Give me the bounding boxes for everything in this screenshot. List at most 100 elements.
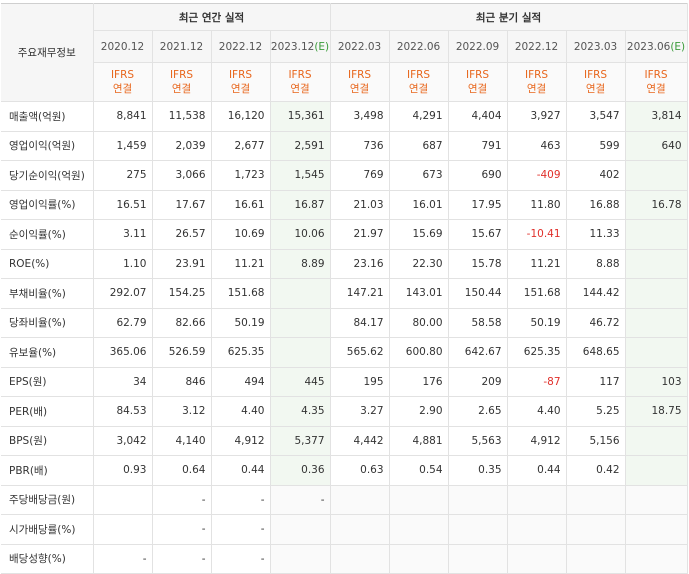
accounting-standard-cell: IFRS 연결 bbox=[507, 62, 567, 102]
value-cell: 16.51 bbox=[93, 189, 153, 220]
value-cell: 463 bbox=[507, 131, 567, 161]
accounting-standard-row: IFRS 연결 IFRS 연결 IFRS 연결 IFRS 연결 IFRS 연결 IFRS 연결 IFRS… bbox=[1, 62, 688, 102]
value-cell: 1,545 bbox=[270, 160, 331, 191]
value-cell: 23.91 bbox=[152, 249, 212, 279]
period-label: 2022.12 bbox=[514, 40, 559, 53]
table-row: 당기순이익(억원) 275 3,066 1,723 1,545 769 673 690 -409… bbox=[1, 160, 688, 191]
row-label: 부채비율(%) bbox=[1, 278, 94, 309]
value-cell bbox=[625, 160, 688, 191]
value-cell bbox=[625, 337, 688, 368]
value-cell: 151.68 bbox=[211, 278, 271, 309]
consolidation-label: 연결 bbox=[171, 83, 192, 95]
value-cell bbox=[270, 337, 331, 368]
value-cell: 736 bbox=[329, 131, 390, 161]
accounting-standard-label: IFRS bbox=[288, 69, 312, 81]
value-cell: 11.21 bbox=[211, 249, 271, 279]
value-cell: 642.67 bbox=[448, 337, 508, 368]
value-cell: 5,156 bbox=[566, 426, 626, 456]
row-label: 유보율(%) bbox=[1, 337, 94, 368]
value-cell: 4,442 bbox=[329, 426, 390, 456]
consolidation-label: 연결 bbox=[290, 83, 310, 95]
period-label: 2022.12 bbox=[218, 40, 263, 53]
period-label: 2022.09 bbox=[455, 40, 500, 53]
value-cell: 144.42 bbox=[566, 278, 626, 309]
table-row: 영업이익률(%) 16.51 17.67 16.61 16.87 21.03 16.01 17… bbox=[1, 189, 688, 220]
accounting-standard-label: IFRS bbox=[347, 69, 372, 81]
value-cell: 2.65 bbox=[448, 396, 508, 427]
value-cell bbox=[270, 278, 331, 309]
accounting-standard-cell: IFRS 연결 bbox=[211, 62, 271, 102]
value-cell: 640 bbox=[625, 131, 688, 161]
value-cell: -409 bbox=[507, 160, 567, 191]
value-cell: 22.30 bbox=[389, 249, 449, 279]
period-header-2023.12: 2023.12(E) bbox=[270, 30, 331, 63]
value-cell: 2,039 bbox=[152, 131, 212, 161]
value-cell bbox=[389, 514, 449, 545]
value-cell: - bbox=[211, 544, 271, 574]
value-cell: 599 bbox=[566, 131, 626, 161]
value-cell: 84.17 bbox=[329, 308, 390, 338]
row-label: 당기순이익(억원) bbox=[1, 160, 94, 191]
value-cell: 143.01 bbox=[389, 278, 449, 309]
value-cell: 21.97 bbox=[329, 219, 390, 250]
consolidation-label: 연결 bbox=[230, 83, 251, 95]
accounting-standard-label: IFRS bbox=[644, 69, 668, 81]
table-row: 영업이익(억원) 1,459 2,039 2,677 2,591 736 687 791 463… bbox=[1, 131, 688, 161]
table-row: 당좌비율(%) 62.79 82.66 50.19 84.17 80.00 58.58 50.… bbox=[1, 308, 688, 338]
value-cell: 0.93 bbox=[93, 455, 153, 486]
value-cell: 4.40 bbox=[507, 396, 567, 427]
value-cell: 275 bbox=[93, 160, 153, 191]
value-cell: 687 bbox=[389, 131, 449, 161]
value-cell: 1.10 bbox=[93, 249, 153, 279]
table-row: 주당배당금(원) - - - bbox=[1, 484, 688, 515]
consolidation-label: 연결 bbox=[112, 83, 133, 95]
accounting-standard-label: IFRS bbox=[465, 69, 490, 81]
value-cell: 15.69 bbox=[389, 219, 449, 250]
value-cell: 4,881 bbox=[389, 426, 449, 456]
value-cell: 2,591 bbox=[270, 131, 331, 161]
value-cell bbox=[566, 544, 626, 574]
accounting-standard-cell: IFRS 연결 bbox=[448, 62, 508, 102]
period-header-2023.03: 2023.03 bbox=[566, 30, 626, 63]
accounting-standard-cell: IFRS 연결 bbox=[389, 62, 449, 102]
value-cell: 15.78 bbox=[448, 249, 508, 279]
accounting-standard-cell: IFRS 연결 bbox=[329, 62, 390, 102]
value-cell: 402 bbox=[566, 160, 626, 191]
value-cell: 3.27 bbox=[329, 396, 390, 427]
value-cell: 84.53 bbox=[93, 396, 153, 427]
value-cell bbox=[507, 484, 567, 515]
table-row: BPS(원) 3,042 4,140 4,912 5,377 4,442 4,881 5,56… bbox=[1, 426, 688, 456]
value-cell: 0.54 bbox=[389, 455, 449, 486]
table-row: PER(배) 84.53 3.12 4.40 4.35 3.27 2.90 2.65 4.40 5… bbox=[1, 396, 688, 427]
period-label: 2022.03 bbox=[337, 40, 382, 53]
consolidation-label: 연결 bbox=[467, 83, 488, 95]
value-cell: - bbox=[211, 484, 271, 515]
consolidation-label: 연결 bbox=[408, 83, 429, 95]
estimate-mark: (E) bbox=[314, 40, 330, 53]
annual-group-header: 최근 연간 실적 bbox=[93, 3, 331, 31]
table-row: 시가배당률(%) - - bbox=[1, 514, 688, 545]
value-cell: 0.44 bbox=[507, 455, 567, 486]
table-row: 유보율(%) 365.06 526.59 625.35 565.62 600.80 642.… bbox=[1, 337, 688, 368]
value-cell: 3,066 bbox=[152, 160, 212, 191]
value-cell bbox=[625, 249, 688, 279]
value-cell: 846 bbox=[152, 366, 212, 397]
value-cell: 565.62 bbox=[329, 337, 390, 368]
row-label: 순이익률(%) bbox=[1, 219, 94, 250]
value-cell: 5,563 bbox=[448, 426, 508, 456]
value-cell bbox=[389, 544, 449, 574]
value-cell: 292.07 bbox=[93, 278, 153, 309]
row-label: PER(배) bbox=[1, 396, 94, 427]
value-cell: 4,140 bbox=[152, 426, 212, 456]
value-cell: 103 bbox=[625, 366, 688, 397]
value-cell bbox=[93, 514, 153, 545]
accounting-standard-cell: IFRS 연결 bbox=[566, 62, 626, 102]
period-label: 2023.06 bbox=[626, 40, 671, 53]
value-cell: 5,377 bbox=[270, 426, 331, 456]
table-row: PBR(배) 0.93 0.64 0.44 0.36 0.63 0.54 0.35 0.44 0.… bbox=[1, 455, 688, 486]
value-cell bbox=[270, 308, 331, 338]
value-cell bbox=[566, 514, 626, 545]
row-label: 주당배당금(원) bbox=[1, 484, 94, 515]
value-cell: - bbox=[152, 514, 212, 545]
value-cell: - bbox=[152, 484, 212, 515]
